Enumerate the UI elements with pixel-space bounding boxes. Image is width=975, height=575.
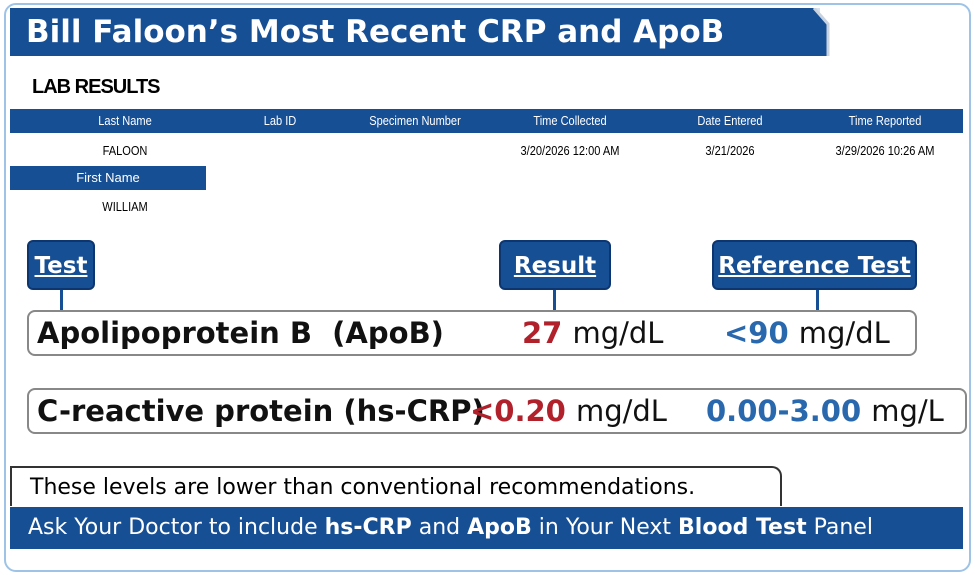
- footer-text: and: [411, 515, 468, 540]
- result: <0.20: [470, 394, 566, 428]
- title-tab: [800, 8, 830, 56]
- column-header: Time Reported: [848, 113, 922, 128]
- column-header: Date Entered: [697, 113, 763, 128]
- time-reported: 3/29/2026 10:26 AM: [835, 143, 935, 158]
- footer-text: Blood Test: [678, 515, 807, 540]
- test-name: C-reactive protein (hs-CRP): [37, 394, 485, 428]
- note: These levels are lower than conventional…: [10, 466, 782, 506]
- result-unit: mg/dL: [575, 394, 667, 428]
- frame: [4, 3, 971, 572]
- connector: [553, 290, 556, 310]
- reference: <90: [724, 316, 789, 350]
- column-header: Lab ID: [263, 113, 297, 128]
- lab-header-bar: [10, 109, 963, 133]
- last-name: FALOON: [102, 143, 148, 158]
- title: Bill Faloon’s Most Recent CRP and ApoB R…: [10, 8, 820, 98]
- reference-unit: mg/dL: [798, 316, 890, 350]
- reference: 0.00-3.00: [706, 394, 862, 428]
- footer-text: ApoB: [467, 515, 532, 540]
- result-header: Result: [499, 240, 611, 290]
- column-header: Specimen Number: [369, 113, 461, 128]
- first-name: WILLIAM: [102, 199, 148, 214]
- result: 27: [522, 316, 563, 350]
- result-unit: mg/dL: [572, 316, 664, 350]
- reference-unit: mg/L: [871, 394, 944, 428]
- time-collected: 3/20/2026 12:00 AM: [520, 143, 620, 158]
- footer-text: in Your Next: [531, 515, 679, 540]
- footer-text: Panel: [806, 515, 873, 540]
- lab-heading: LAB RESULTS: [32, 76, 161, 98]
- footer-text: hs-CRP: [324, 515, 412, 540]
- footer-text: Ask Your Doctor to include: [28, 515, 325, 540]
- test-header: Test: [27, 240, 95, 290]
- connector: [816, 290, 819, 310]
- column-header: Last Name: [98, 113, 152, 128]
- column-header: Time Collected: [533, 113, 607, 128]
- first-name-label: First Name: [10, 166, 206, 190]
- test-row: [27, 310, 917, 356]
- connector: [60, 290, 63, 310]
- date-entered: 3/21/2026: [705, 143, 755, 158]
- footer: Ask Your Doctor to include hs-CRP and Ap…: [10, 507, 963, 549]
- test-name: Apolipoprotein B (ApoB): [37, 316, 444, 350]
- reference-header: Reference Test: [712, 240, 917, 290]
- test-row: [27, 388, 967, 434]
